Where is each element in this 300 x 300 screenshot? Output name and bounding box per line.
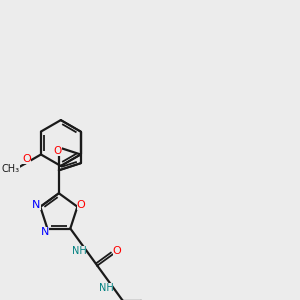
Text: O: O: [54, 146, 62, 156]
Text: O: O: [22, 154, 31, 164]
Text: CH₃: CH₃: [2, 164, 20, 174]
Text: O: O: [113, 246, 122, 256]
Text: NH: NH: [98, 283, 113, 293]
Text: NH: NH: [72, 246, 86, 256]
Text: N: N: [41, 227, 49, 237]
Text: O: O: [77, 200, 85, 211]
Text: N: N: [32, 200, 41, 211]
